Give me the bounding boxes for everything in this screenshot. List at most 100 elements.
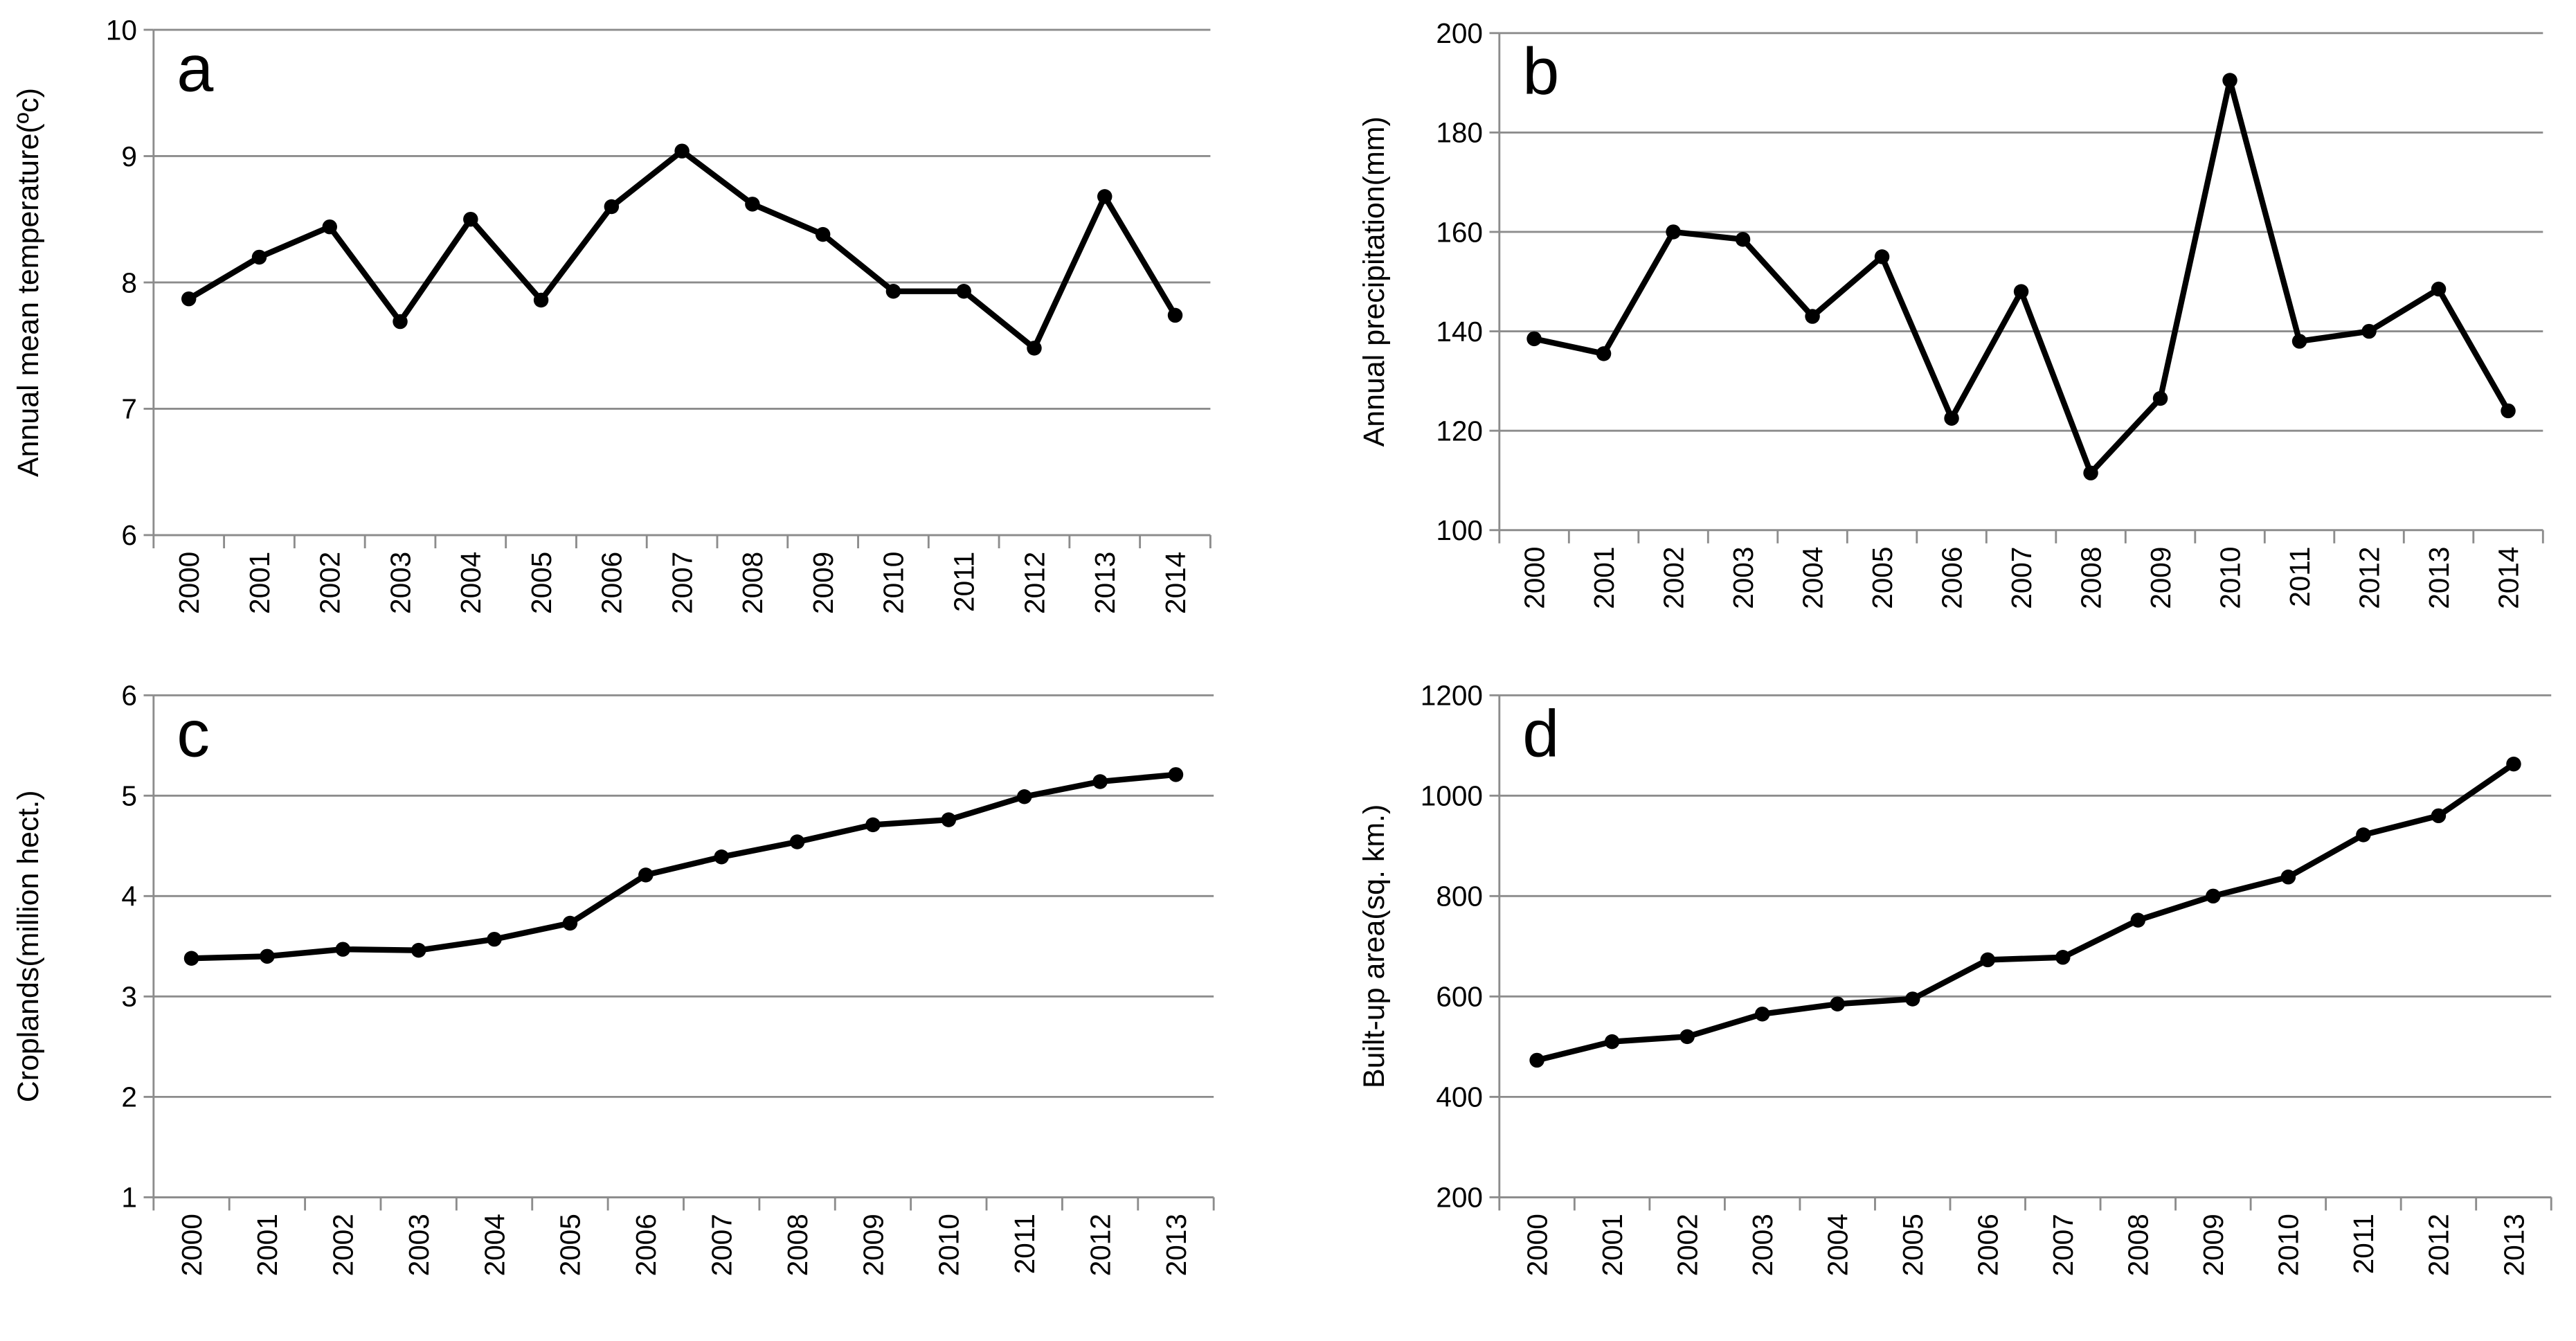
- data-point: [2280, 870, 2296, 885]
- data-point: [2361, 323, 2377, 339]
- data-point: [260, 948, 275, 964]
- x-tick-label: 2005: [555, 1214, 586, 1276]
- x-tick-label: 2005: [525, 552, 557, 614]
- data-point: [956, 284, 971, 299]
- data-point: [2506, 756, 2521, 772]
- y-tick-label: 400: [1436, 1081, 1483, 1113]
- x-tick-label: 2001: [251, 1214, 283, 1276]
- x-tick-label: 2003: [1727, 547, 1759, 609]
- x-tick-label: 2000: [176, 1214, 208, 1276]
- x-tick-label: 2006: [1936, 547, 1967, 609]
- data-point: [2055, 950, 2071, 965]
- data-point: [2356, 827, 2371, 843]
- x-tick-label: 2005: [1897, 1214, 1929, 1276]
- x-tick-label: 2002: [314, 552, 346, 614]
- x-tick-label: 2000: [173, 552, 205, 614]
- y-tick-label: 1: [121, 1182, 137, 1214]
- data-point: [789, 834, 805, 849]
- data-point: [335, 942, 351, 957]
- x-tick-label: 2003: [1747, 1214, 1778, 1276]
- x-tick-label: 2004: [1822, 1214, 1854, 1276]
- x-tick-label: 2013: [1089, 552, 1121, 614]
- data-point: [1666, 224, 1681, 240]
- data-point: [885, 284, 901, 299]
- data-line: [1533, 77, 2511, 476]
- x-tick-label: 2002: [1671, 1214, 1703, 1276]
- data-point: [1830, 996, 1845, 1011]
- y-tick-label: 6: [121, 680, 137, 712]
- y-tick-label: 120: [1436, 415, 1483, 447]
- y-tick-label: 200: [1436, 17, 1483, 49]
- y-tick-label: 140: [1436, 316, 1483, 348]
- x-tick-label: 2009: [857, 1214, 889, 1276]
- x-tick-label: 2013: [2423, 547, 2455, 609]
- data-point: [604, 199, 620, 215]
- x-tick-label: 2012: [1084, 1214, 1116, 1276]
- panel-label: d: [1522, 698, 1559, 771]
- x-tick-label: 2013: [2498, 1214, 2530, 1276]
- data-point: [2291, 334, 2307, 349]
- data-point: [1805, 309, 1820, 324]
- data-point: [322, 219, 337, 235]
- x-tick-label: 2007: [705, 1214, 737, 1276]
- y-tick-label: 180: [1436, 117, 1483, 149]
- x-tick-label: 2008: [782, 1214, 813, 1276]
- x-tick-label: 2010: [2273, 1214, 2305, 1276]
- data-point: [941, 812, 957, 827]
- y-tick-label: 4: [121, 881, 137, 912]
- x-tick-label: 2010: [933, 1214, 965, 1276]
- x-tick-label: 2002: [1657, 547, 1689, 609]
- y-tick-label: 800: [1436, 881, 1483, 912]
- y-tick-label: 1200: [1421, 680, 1483, 712]
- data-point: [1168, 767, 1184, 782]
- x-tick-label: 2011: [1009, 1214, 1041, 1274]
- data-point: [1027, 341, 1042, 356]
- y-tick-label: 3: [121, 981, 137, 1013]
- x-tick-label: 2006: [596, 552, 628, 614]
- data-point: [183, 951, 199, 966]
- data-point: [2501, 403, 2516, 419]
- x-tick-label: 2009: [2197, 1214, 2229, 1276]
- data-point: [181, 291, 197, 307]
- data-point: [1596, 346, 1612, 361]
- x-tick-label: 2006: [1972, 1214, 2004, 1276]
- data-point: [2431, 808, 2447, 824]
- data-point: [1944, 411, 1959, 426]
- data-point: [1167, 307, 1183, 323]
- x-tick-label: 2013: [1160, 1214, 1192, 1276]
- y-tick-label: 8: [121, 267, 137, 298]
- data-point: [1754, 1006, 1770, 1022]
- x-tick-label: 2011: [2284, 547, 2316, 607]
- x-tick-label: 2012: [2353, 547, 2385, 609]
- data-point: [674, 143, 690, 159]
- x-tick-label: 2001: [244, 552, 276, 614]
- data-point: [487, 931, 502, 947]
- data-point: [393, 314, 408, 330]
- data-point: [463, 211, 478, 227]
- y-axis-title: Annual precipitation(mm): [1358, 116, 1391, 447]
- data-point: [1529, 1052, 1544, 1068]
- y-tick-label: 1000: [1421, 780, 1483, 812]
- data-point: [815, 226, 831, 242]
- panel-label: b: [1522, 35, 1559, 109]
- data-point: [2431, 281, 2447, 297]
- y-tick-label: 100: [1436, 514, 1483, 546]
- data-point: [1679, 1029, 1695, 1045]
- x-tick-label: 2011: [948, 552, 980, 612]
- data-point: [1604, 1034, 1620, 1050]
- x-tick-label: 2006: [630, 1214, 662, 1276]
- data-point: [1980, 952, 1995, 968]
- x-tick-label: 2010: [2214, 547, 2246, 609]
- x-tick-label: 2008: [2075, 547, 2107, 609]
- x-tick-label: 2001: [1588, 547, 1620, 609]
- x-tick-label: 2012: [1018, 552, 1050, 614]
- x-tick-label: 2004: [1796, 547, 1828, 609]
- data-point: [562, 915, 578, 931]
- x-tick-label: 2008: [737, 552, 768, 614]
- x-tick-label: 2007: [2006, 547, 2037, 609]
- x-tick-label: 2003: [384, 552, 416, 614]
- x-tick-label: 2007: [666, 552, 698, 614]
- data-point: [2130, 912, 2146, 928]
